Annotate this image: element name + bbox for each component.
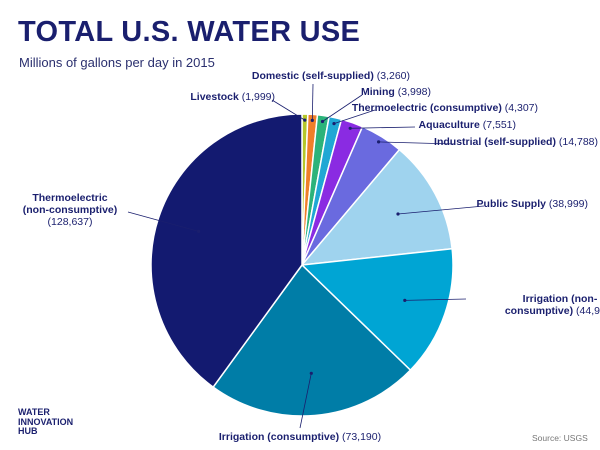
leader-line xyxy=(322,94,363,122)
water-innovation-hub-logo: WATER INNOVATION HUB xyxy=(18,407,74,436)
chart-subtitle: Millions of gallons per day in 2015 xyxy=(19,55,215,70)
leader-line xyxy=(311,83,314,121)
leader-lines xyxy=(127,83,485,429)
pie-slices xyxy=(150,113,454,417)
leader-line xyxy=(271,99,306,121)
slice-label: Mining (3,998) xyxy=(361,86,431,98)
slice-label: Industrial (self-supplied) (14,788) xyxy=(434,136,598,148)
leader-line xyxy=(350,126,416,129)
leader-line xyxy=(378,141,455,145)
slice-label: Irrigation (non-consumptive) (44,941) xyxy=(505,293,600,317)
slice-labels: Livestock (1,999) Domestic (self-supplied… xyxy=(23,70,600,443)
leader-line xyxy=(397,205,485,215)
slice-label: Thermoelectric (non-consumptive) (128,637) xyxy=(23,192,118,228)
chart-title: TOTAL U.S. WATER USE xyxy=(18,16,361,48)
slice-thermoelectric-non-consumptive xyxy=(150,113,303,389)
slice-irrigation-non-consumptive xyxy=(300,247,454,372)
leader-line xyxy=(127,211,199,232)
slice-label: Thermoelectric (consumptive) (4,307) xyxy=(352,102,538,114)
source-note: Source: USGS xyxy=(532,433,588,443)
slice-irrigation-consumptive xyxy=(212,263,412,417)
slice-label: Domestic (self-supplied) (3,260) xyxy=(252,70,410,82)
slice-label: Public Supply (38,999) xyxy=(477,198,588,210)
slice-label: Aquaculture (7,551) xyxy=(419,119,516,131)
leader-line xyxy=(299,373,312,429)
leader-line xyxy=(404,298,467,301)
slice-label: Irrigation (consumptive) (73,190) xyxy=(219,431,381,443)
slice-label: Livestock (1,999) xyxy=(190,91,275,103)
slice-public-supply xyxy=(300,148,453,266)
leader-line xyxy=(333,109,376,124)
